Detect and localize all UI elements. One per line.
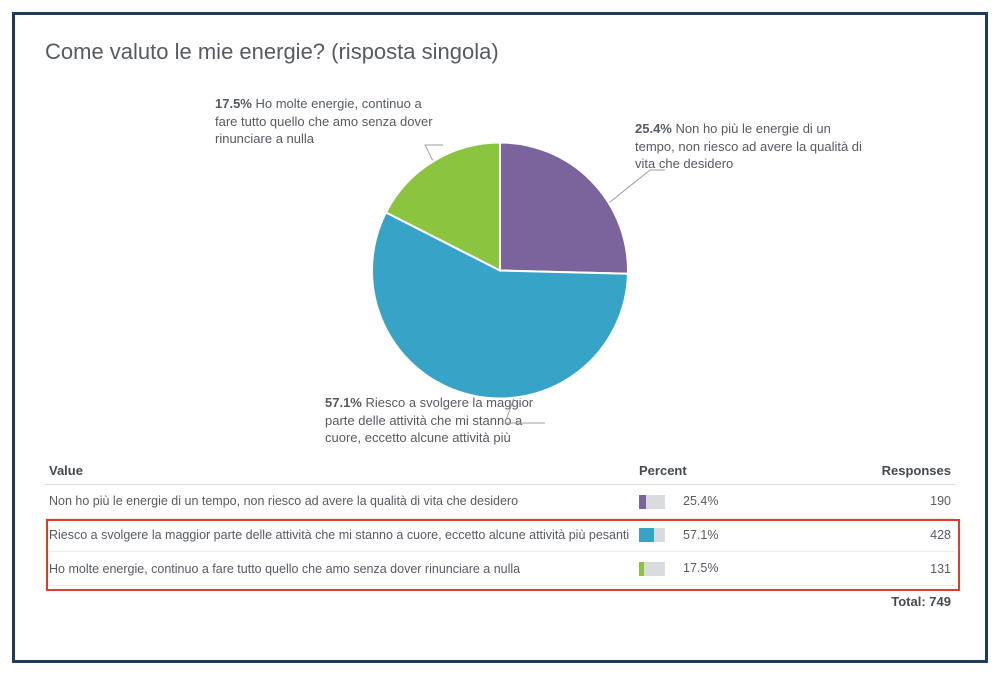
th-value: Value (45, 457, 635, 485)
callout-green-pct: 17.5% (215, 96, 252, 111)
table-row: Non ho più le energie di un tempo, non r… (45, 485, 955, 519)
percent-text: 17.5% (683, 561, 718, 575)
pie-chart (360, 131, 640, 411)
cell-value: Non ho più le energie di un tempo, non r… (45, 485, 635, 519)
cell-percent: 25.4% (635, 485, 815, 519)
cell-responses: 428 (815, 518, 955, 552)
pie-slice-purple (500, 143, 628, 274)
percent-text: 25.4% (683, 494, 718, 508)
mini-bar (639, 562, 665, 576)
cell-responses: 131 (815, 552, 955, 586)
table-row: Ho molte energie, continuo a fare tutto … (45, 552, 955, 586)
callout-purple: 25.4% Non ho più le energie di un tempo,… (635, 120, 865, 173)
table-row: Riesco a svolgere la maggior parte delle… (45, 518, 955, 552)
cell-value: Riesco a svolgere la maggior parte delle… (45, 518, 635, 552)
total-value: 749 (929, 594, 951, 609)
percent-text: 57.1% (683, 528, 718, 542)
cell-responses: 190 (815, 485, 955, 519)
th-percent: Percent (635, 457, 815, 485)
mini-bar-fill (639, 528, 654, 542)
cell-percent: 17.5% (635, 552, 815, 586)
th-responses: Responses (815, 457, 955, 485)
table-header-row: Value Percent Responses (45, 457, 955, 485)
callout-purple-pct: 25.4% (635, 121, 672, 136)
pie-wrap (360, 131, 640, 416)
results-table: Value Percent Responses Non ho più le en… (45, 457, 955, 586)
mini-bar-fill (639, 495, 646, 509)
mini-bar-fill (639, 562, 644, 576)
total-label: Total: (891, 594, 925, 609)
mini-bar (639, 528, 665, 542)
total-row: Total: 749 (45, 586, 955, 609)
chart-title: Come valuto le mie energie? (risposta si… (45, 39, 955, 65)
pie-chart-area: 17.5% Ho molte energie, continuo a fare … (45, 75, 955, 435)
cell-value: Ho molte energie, continuo a fare tutto … (45, 552, 635, 586)
cell-percent: 57.1% (635, 518, 815, 552)
callout-blue-pct: 57.1% (325, 395, 362, 410)
report-frame: Come valuto le mie energie? (risposta si… (12, 12, 988, 663)
mini-bar (639, 495, 665, 509)
